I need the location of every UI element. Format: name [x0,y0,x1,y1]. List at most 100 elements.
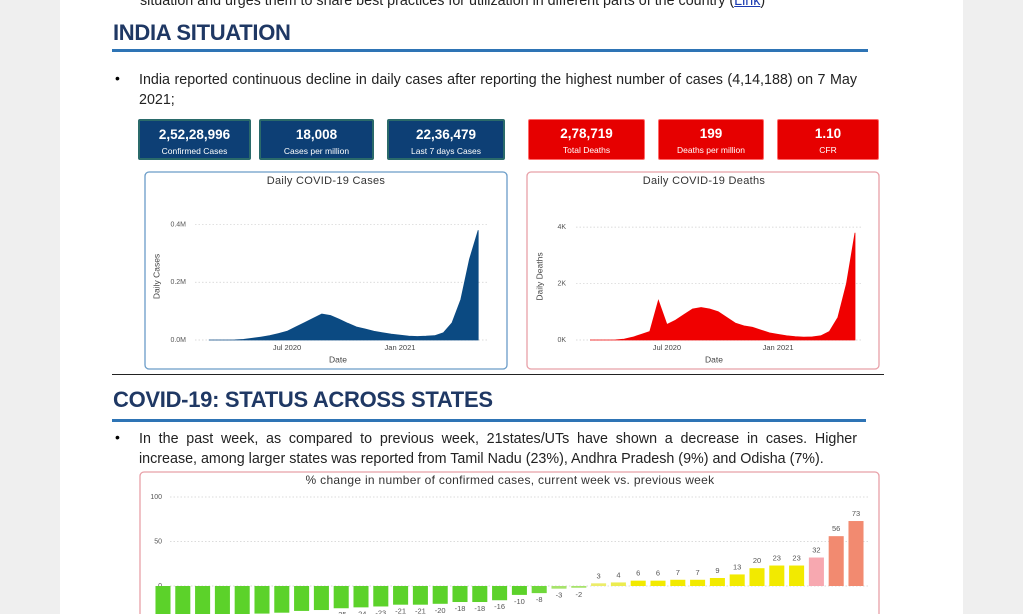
bar [571,586,587,588]
data-label: -3 [556,591,563,600]
bullet-text: India reported continuous decline in dai… [139,72,857,108]
data-label: 73 [852,509,860,518]
chart-panel [526,171,880,370]
bar [808,557,824,586]
data-label: -8 [536,595,543,604]
x-tick-label: Jul 2020 [273,343,301,352]
bar [274,586,290,613]
y-axis-label: Daily Cases [151,254,161,299]
bar [610,582,626,586]
bar [294,586,310,611]
data-label: 13 [733,562,741,571]
data-label: 6 [656,569,660,578]
bar [393,586,409,605]
bar [630,580,646,586]
bar [452,586,468,603]
bar [729,574,745,586]
stat-value: 199 [699,126,723,141]
chart-panel [139,471,880,614]
text: situation and urges them to share best p… [140,0,735,9]
data-label: -2 [575,590,582,599]
bar [333,586,349,609]
charts: Daily COVID-19 Cases 0.0M 0.2M 0.4M Jul 2020… [139,171,880,614]
bar [789,565,805,586]
stat-label: Confirmed Cases [161,146,228,156]
area [590,232,856,341]
data-label: 3 [597,571,601,580]
y-tick-label: 2K [557,280,566,287]
bar [155,586,171,614]
bar [709,577,725,586]
y-tick-label: 0.4M [170,221,186,228]
bar [690,579,706,586]
x-axis-label: Date [329,354,347,364]
section-heading: COVID-19: STATUS ACROSS STATES [113,387,493,412]
bar [472,586,488,603]
bar [195,586,211,614]
bar [234,586,250,614]
top-text: situation and urges them to share best p… [140,0,765,9]
stat-value: 1.10 [814,126,842,141]
data-label: 7 [676,568,680,577]
section-heading: INDIA SITUATION [113,20,291,45]
stat-label: CFR [819,145,837,155]
area [208,230,479,341]
data-label: 6 [636,569,640,578]
y-tick-label: 100 [150,494,162,501]
stat-box: 2,52,28,996 Confirmed Cases [138,119,251,160]
bar [511,586,527,595]
text: ) [760,0,766,9]
y-tick-label: 0.0M [170,337,186,344]
bar [214,586,230,614]
bar [749,568,765,586]
bullet: • [115,70,120,86]
bar [828,536,844,586]
bar [769,565,785,586]
x-tick-label: Jul 2020 [653,343,681,352]
chart-title: Daily COVID-19 Cases [267,175,386,187]
x-tick-label: Jan 2021 [385,343,416,352]
data-label: 23 [792,554,800,563]
stat-value: 2,78,719 [560,126,613,141]
data-label: 20 [753,556,761,565]
data-label: -10 [514,597,525,606]
link[interactable]: Link [734,0,761,9]
bar [254,586,270,614]
bar [175,586,191,614]
x-axis-label: Date [705,354,723,364]
bar [373,586,389,607]
stat-box: 18,008 Cases per million [259,119,374,160]
bar [670,579,686,586]
divider [112,374,884,375]
stat-box: 22,36,479 Last 7 days Cases [387,119,505,160]
data-label: -20 [435,606,446,614]
stat-value: 18,008 [295,127,338,142]
bar [650,580,666,586]
data-label: -18 [455,604,466,613]
bar [591,583,607,586]
data-label: -28 [296,613,307,614]
y-tick-label: 0.2M [170,279,186,286]
data-label: 32 [812,546,820,555]
stat-label: Deaths per million [676,145,746,155]
stat-label: Last 7 days Cases [411,146,481,156]
stat-label: Total Deaths [562,145,611,155]
data-label: -27 [316,612,327,614]
chart-title: Daily COVID-19 Deaths [643,175,766,187]
bar [412,586,428,605]
stat-value: 2,52,28,996 [158,127,231,142]
stat-box: 2,78,719 Total Deaths [528,119,645,160]
data-label: -23 [375,608,386,614]
stat-value: 22,36,479 [415,127,477,142]
y-tick-label: 0K [557,337,566,344]
data-label: -24 [356,609,367,614]
bullet-text: In the past week, as compared to previou… [139,431,857,467]
stat-label: Cases per million [283,146,350,156]
data-label: -21 [415,607,426,614]
stat-box: 1.10 CFR [777,119,879,160]
data-label: 9 [715,566,719,575]
data-label: 7 [696,568,700,577]
x-tick-label: Jan 2021 [763,343,794,352]
y-axis-label: Daily Deaths [534,252,544,300]
data-label: -21 [395,607,406,614]
